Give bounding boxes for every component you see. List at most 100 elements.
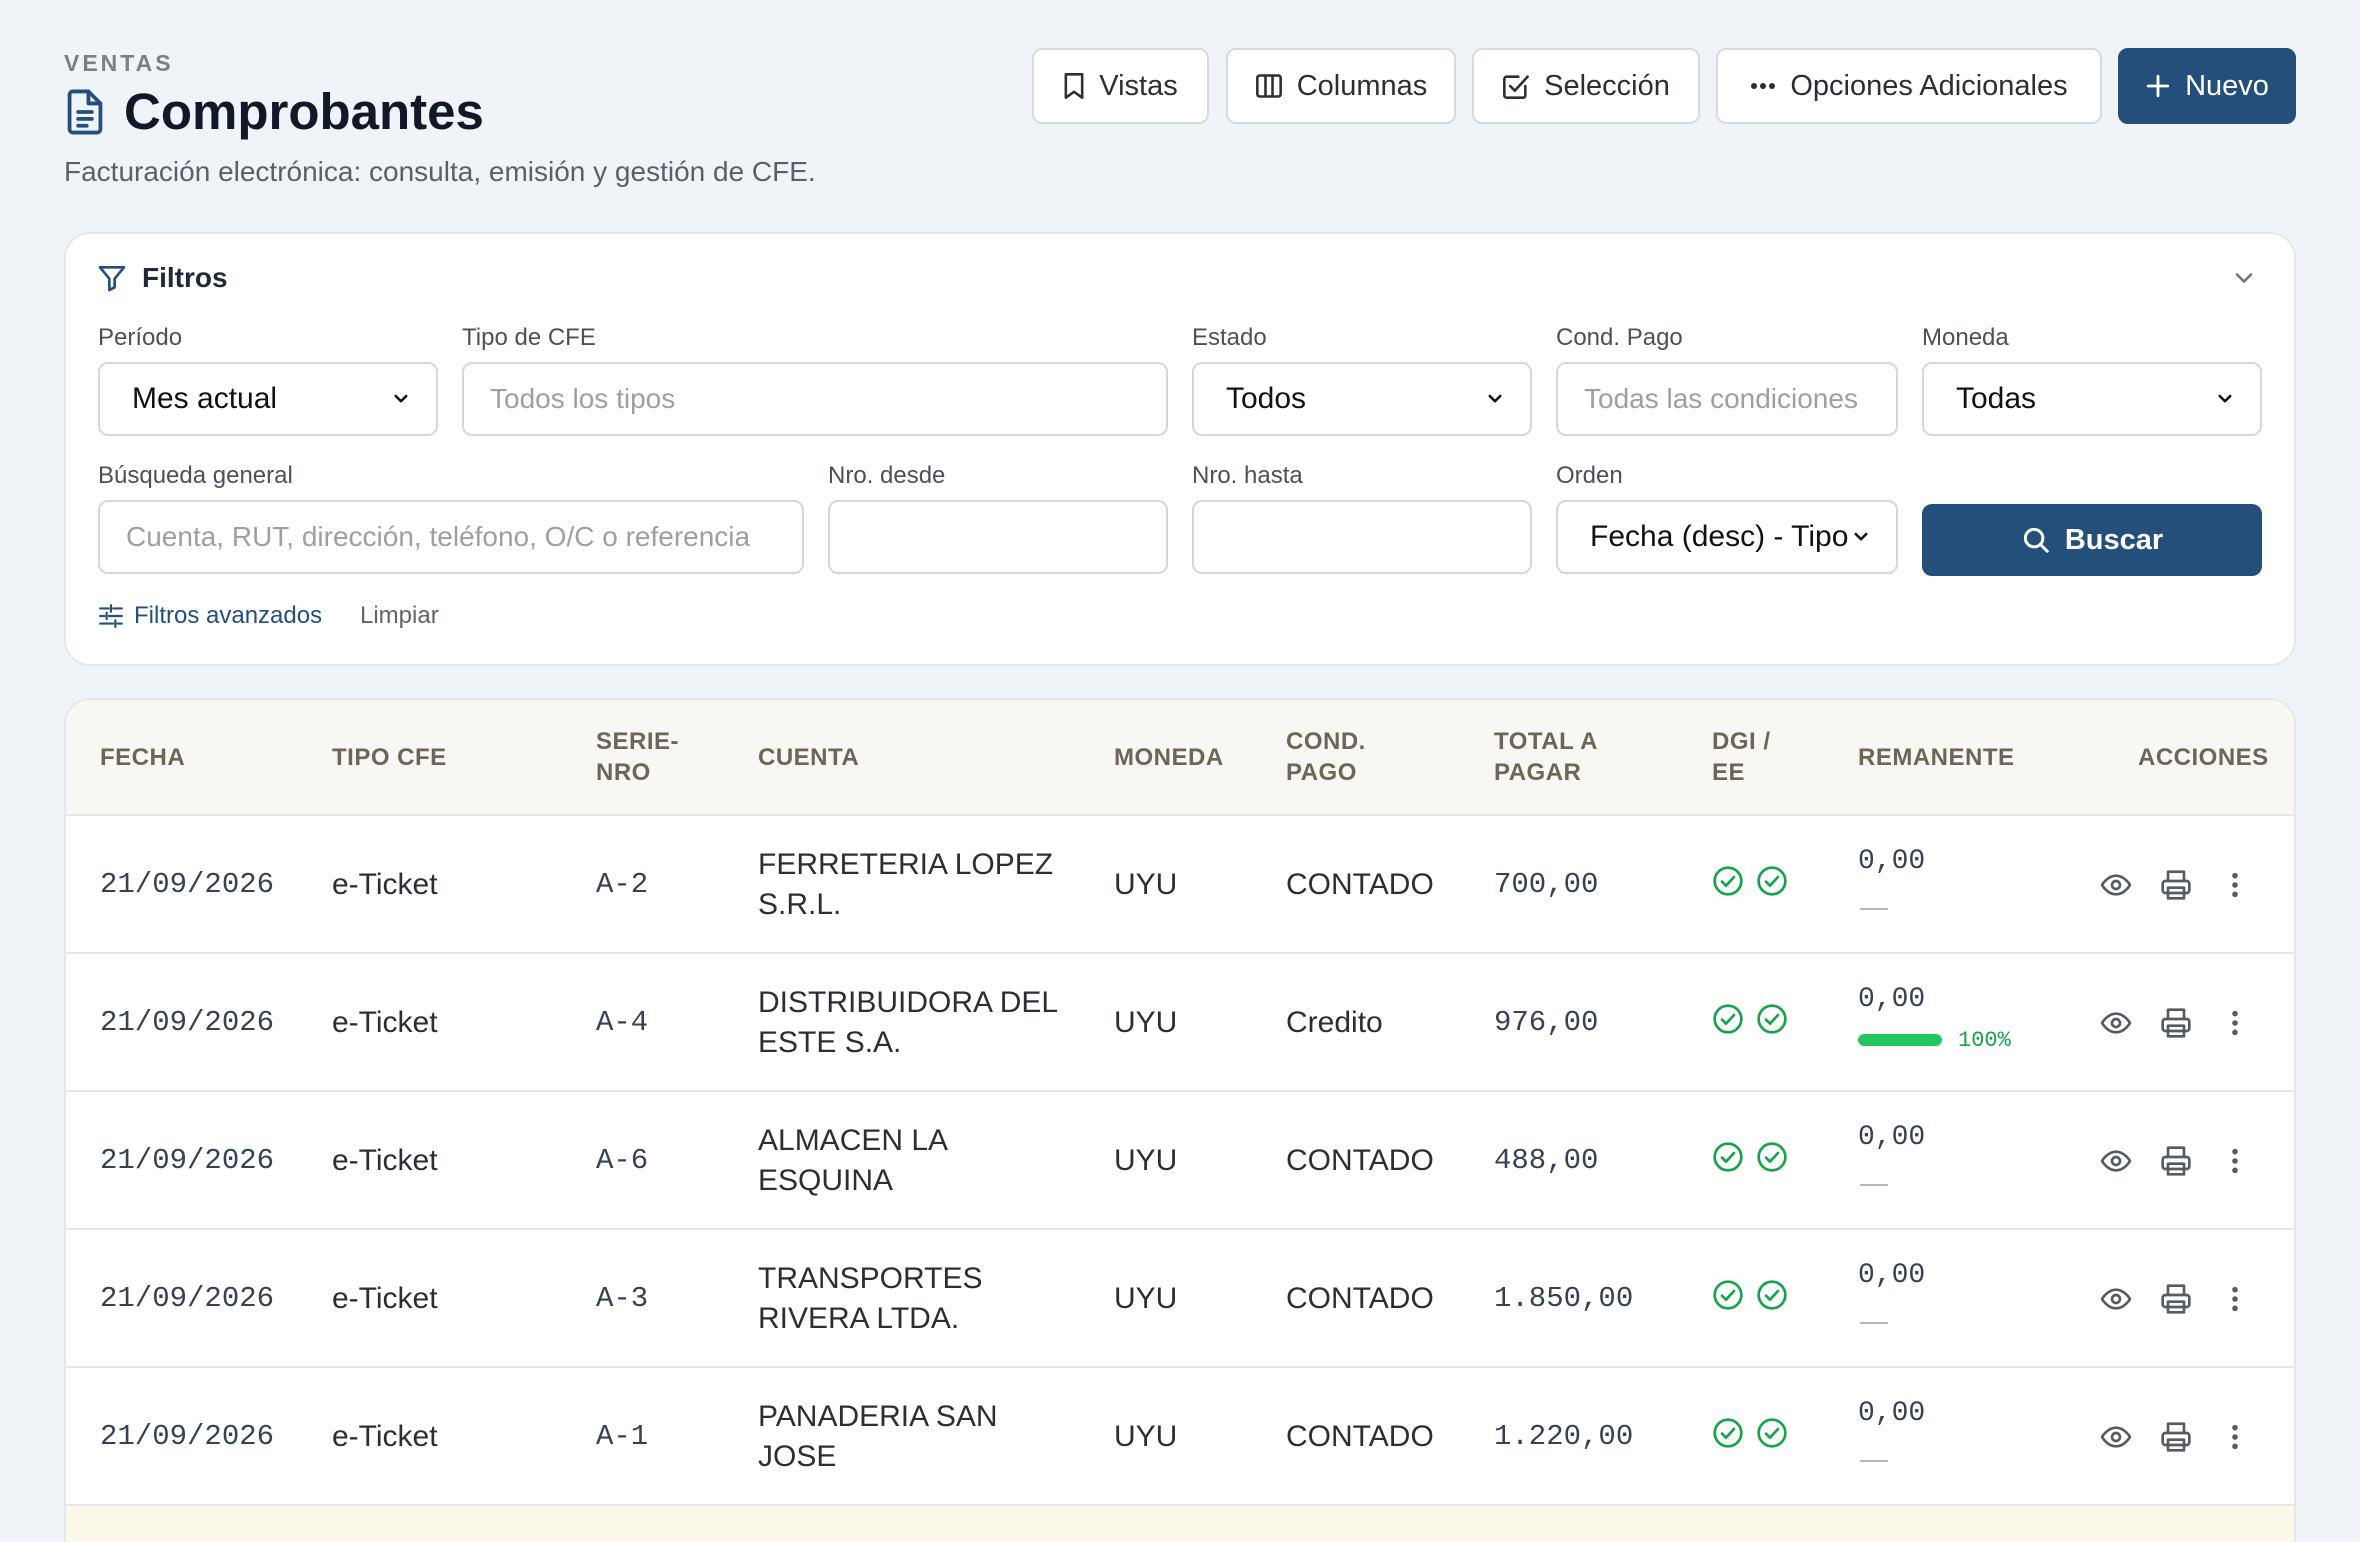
chevron-down-icon[interactable] (2230, 264, 2258, 292)
new-button[interactable]: Nuevo (2118, 48, 2296, 124)
period-label: Período (98, 324, 183, 351)
more-vertical-icon[interactable] (2230, 1009, 2240, 1042)
currency-label: Moneda (1922, 324, 2009, 351)
status-value: Todos (1226, 382, 1307, 415)
table-row[interactable]: 21/09/2026 e-Ticket A-2 FERRETERIA LOPEZ S.… (66, 816, 2294, 954)
more-vertical-icon[interactable] (2230, 871, 2240, 904)
selection-button[interactable]: Selección (1472, 48, 1700, 124)
search-button[interactable]: Buscar (1922, 504, 2262, 576)
cell-cuenta[interactable]: TRANSPORTES RIVERA LTDA. (758, 1262, 983, 1335)
number-from-input[interactable] (828, 500, 1168, 574)
advanced-filters-label: Filtros avanzados (134, 602, 323, 629)
search-placeholder: Cuenta, RUT, dirección, teléfono, O/C o … (126, 521, 751, 552)
view-eye-icon[interactable] (2100, 1421, 2132, 1458)
table-row[interactable]: 21/09/2026 e-Ticket A-4 DISTRIBUIDORA DEL E… (66, 954, 2294, 1092)
status-label: Estado (1192, 324, 1267, 351)
filters-header[interactable]: Filtros (96, 262, 228, 294)
cfe-type-label: Tipo de CFE (462, 324, 596, 351)
print-icon[interactable] (2160, 1007, 2192, 1044)
more-options-button[interactable]: Opciones Adicionales (1716, 48, 2102, 124)
page-subtitle: Facturación electrónica: consulta, emisi… (64, 156, 816, 187)
view-eye-icon[interactable] (2100, 1283, 2132, 1320)
chevron-down-icon (1854, 532, 1868, 541)
cell-cuenta[interactable]: ALMACEN LA ESQUINA (758, 1124, 949, 1197)
empty-progress-dash (1860, 1460, 1888, 1462)
sliders-icon (99, 604, 123, 628)
new-label: Nuevo (2185, 69, 2269, 102)
cell-serie-nro: A-3 (596, 1282, 649, 1315)
col-serie-nro[interactable]: SERIE- NRO (596, 728, 680, 786)
order-select[interactable]: Fecha (desc) - Tipo (1556, 500, 1898, 574)
more-vertical-icon[interactable] (2230, 1285, 2240, 1318)
more-vertical-icon[interactable] (2230, 1147, 2240, 1180)
cell-fecha: 21/09/2026 (100, 1144, 275, 1177)
cell-total: 976,00 (1494, 1006, 1599, 1039)
advanced-filters-link[interactable]: Filtros avanzados (98, 602, 322, 630)
cell-moneda: UYU (1114, 1420, 1178, 1453)
col-fecha[interactable]: FECHA (100, 744, 186, 771)
payment-label: Cond. Pago (1556, 324, 1683, 351)
col-moneda[interactable]: MONEDA (1114, 744, 1224, 771)
dgi-check-icon (1712, 1003, 1744, 1040)
payment-progress-fill (1858, 1034, 1942, 1046)
print-icon[interactable] (2160, 1145, 2192, 1182)
cell-cuenta[interactable]: FERRETERIA LOPEZ S.R.L. (758, 848, 1054, 921)
cell-cond-pago: Credito (1286, 1006, 1383, 1039)
cell-remanente: 0,00 (1858, 1398, 1926, 1429)
col-tipo-cfe[interactable]: TIPO CFE (332, 744, 447, 771)
cell-cuenta[interactable]: DISTRIBUIDORA DEL ESTE S.A. (758, 986, 1059, 1059)
cell-serie-nro: A-6 (596, 1144, 649, 1177)
selection-label: Selección (1544, 69, 1670, 102)
cell-fecha: 21/09/2026 (100, 1420, 275, 1453)
table-row[interactable]: 21/09/2026 e-Ticket A-6 ALMACEN LA ESQUINA U… (66, 1092, 2294, 1230)
search-input[interactable]: Cuenta, RUT, dirección, teléfono, O/C o … (98, 500, 804, 574)
cell-serie-nro: A-2 (596, 868, 649, 901)
views-button[interactable]: Vistas (1032, 48, 1209, 124)
filters-title: Filtros (142, 262, 228, 293)
plus-icon (2146, 74, 2170, 98)
cell-serie-nro: A-1 (596, 1420, 649, 1453)
currency-select[interactable]: Todas (1922, 362, 2262, 436)
clear-filters-link[interactable]: Limpiar (360, 602, 439, 629)
print-icon[interactable] (2160, 1421, 2192, 1458)
cell-cuenta[interactable]: PANADERIA SAN JOSE (758, 1400, 998, 1473)
view-eye-icon[interactable] (2100, 1007, 2132, 1044)
ellipsis-icon (1751, 83, 1776, 89)
table-row[interactable]: 21/09/2026 e-Ticket A-1 PANADERIA SAN JOSE U… (66, 1368, 2294, 1506)
col-remanente[interactable]: REMANENTE (1858, 744, 2015, 771)
cfe-type-input[interactable]: Todos los tipos (462, 362, 1168, 436)
section-label: VENTAS (64, 50, 174, 76)
col-dgi-ee[interactable]: DGI / EE (1712, 728, 1771, 786)
period-select[interactable]: Mes actual (98, 362, 438, 436)
col-cuenta[interactable]: CUENTA (758, 744, 860, 771)
cell-remanente: 0,00 (1858, 984, 1926, 1015)
search-icon (2023, 527, 2049, 553)
cell-fecha: 21/09/2026 (100, 868, 275, 901)
more-options-label: Opciones Adicionales (1790, 69, 2068, 102)
payment-input[interactable]: Todas las condiciones (1556, 362, 1898, 436)
view-eye-icon[interactable] (2100, 869, 2132, 906)
dgi-check-icon (1712, 1141, 1744, 1178)
cell-tipo-cfe: e-Ticket (332, 1420, 438, 1453)
table-row[interactable]: 21/09/2026 e-Ticket A-3 TRANSPORTES RIVERA … (66, 1230, 2294, 1368)
columns-label: Columnas (1296, 69, 1428, 102)
print-icon[interactable] (2160, 1283, 2192, 1320)
empty-progress-dash (1860, 1322, 1888, 1324)
cell-serie-nro: A-4 (596, 1006, 649, 1039)
cell-moneda: UYU (1114, 868, 1178, 901)
cell-total: 488,00 (1494, 1144, 1599, 1177)
dgi-check-icon (1712, 865, 1744, 902)
col-total[interactable]: TOTAL A PAGAR (1494, 728, 1598, 786)
number-to-input[interactable] (1192, 500, 1532, 574)
cell-moneda: UYU (1114, 1282, 1178, 1315)
status-select[interactable]: Todos (1192, 362, 1532, 436)
page-title-row: Comprobantes (64, 82, 484, 141)
print-icon[interactable] (2160, 869, 2192, 906)
checkbox-icon (1503, 75, 1530, 99)
columns-button[interactable]: Columnas (1226, 48, 1456, 124)
more-vertical-icon[interactable] (2230, 1423, 2240, 1456)
views-label: Vistas (1099, 69, 1178, 102)
ee-check-icon (1756, 865, 1788, 902)
col-cond-pago[interactable]: COND. PAGO (1286, 728, 1366, 786)
view-eye-icon[interactable] (2100, 1145, 2132, 1182)
